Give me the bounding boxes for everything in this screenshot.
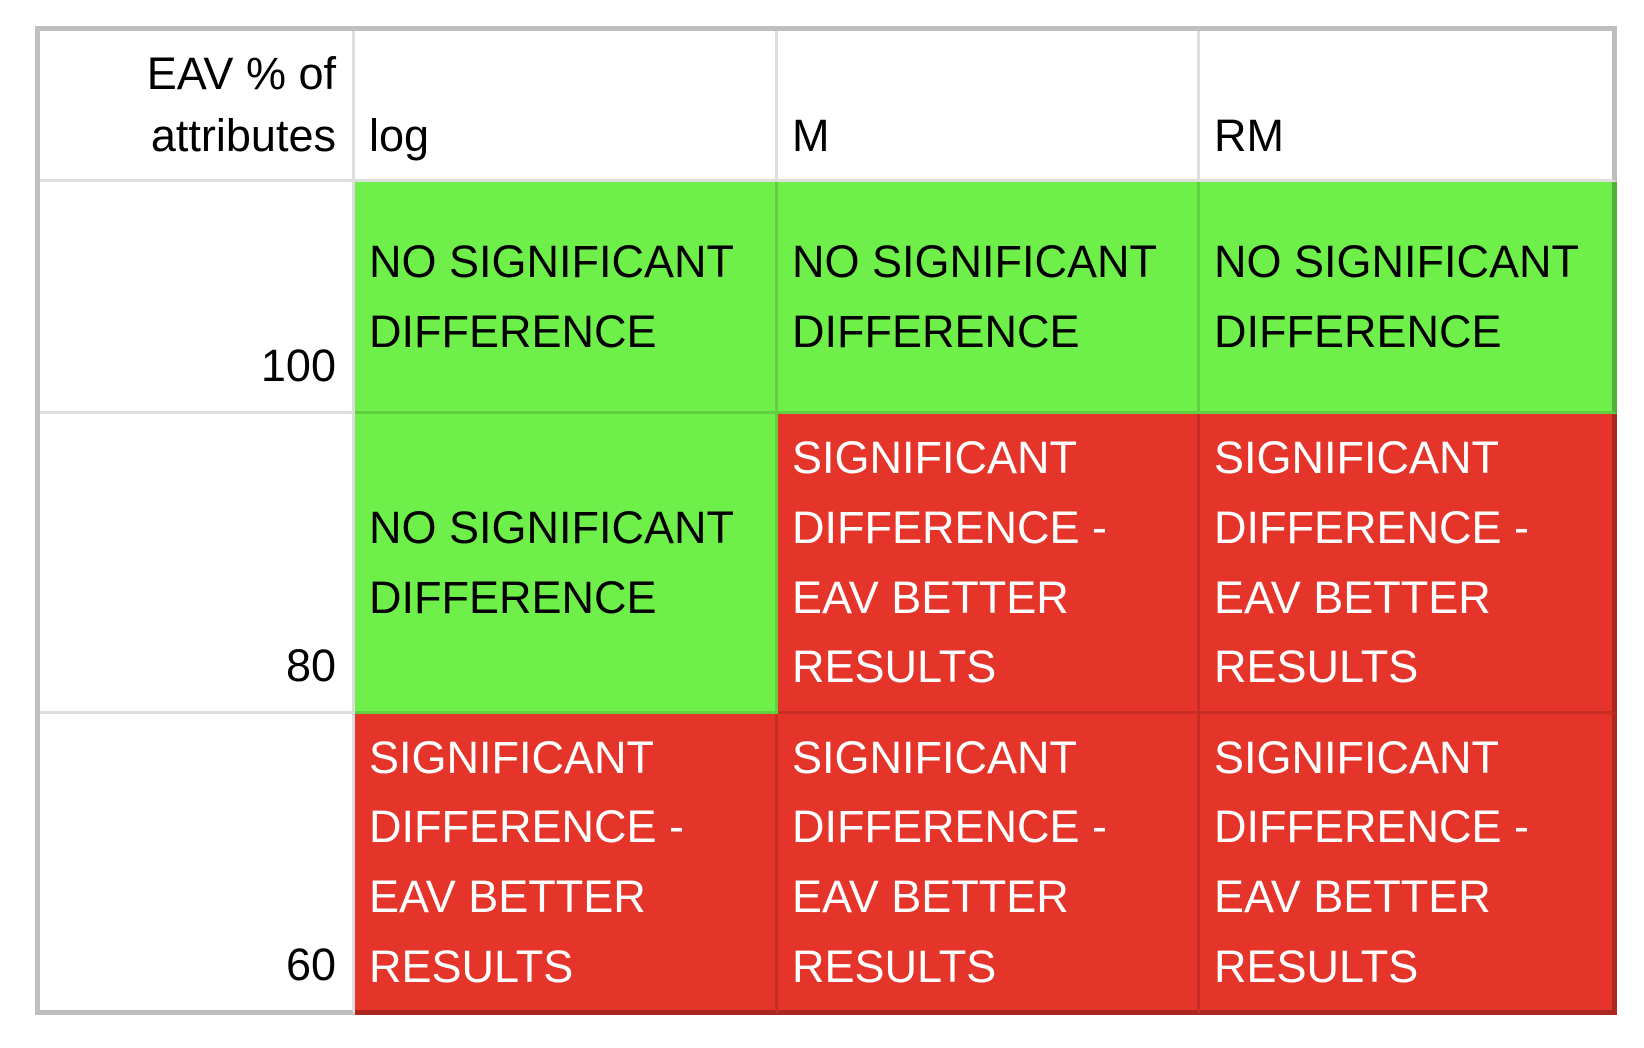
corner-header-label: EAV % of attributes bbox=[146, 47, 336, 161]
row-label-100-text: 100 bbox=[260, 339, 336, 391]
result-cell-100-m: NO SIGNIFICANT DIFFERENCE bbox=[778, 182, 1200, 414]
row-label-100: 100 bbox=[40, 182, 355, 414]
row-label-60-text: 60 bbox=[285, 938, 336, 990]
row-label-80: 80 bbox=[40, 414, 355, 714]
result-cell-60-m: SIGNIFICANT DIFFERENCE - EAV BETTER RESU… bbox=[778, 714, 1200, 1015]
result-cell-100-log: NO SIGNIFICANT DIFFERENCE bbox=[355, 182, 778, 414]
result-cell-80-log: NO SIGNIFICANT DIFFERENCE bbox=[355, 414, 778, 714]
significance-results-table: EAV % of attributes log M RM 100 NO SIGN… bbox=[35, 26, 1617, 1015]
result-cell-80-rm: SIGNIFICANT DIFFERENCE - EAV BETTER RESU… bbox=[1200, 414, 1617, 714]
column-header-rm: RM bbox=[1200, 31, 1617, 182]
column-header-m-label: M bbox=[792, 109, 830, 161]
result-cell-100-rm: NO SIGNIFICANT DIFFERENCE bbox=[1200, 182, 1617, 414]
result-cell-text: SIGNIFICANT DIFFERENCE - EAV BETTER RESU… bbox=[369, 731, 684, 992]
result-cell-60-log: SIGNIFICANT DIFFERENCE - EAV BETTER RESU… bbox=[355, 714, 778, 1015]
result-cell-text: NO SIGNIFICANT DIFFERENCE bbox=[1214, 235, 1579, 357]
result-cell-80-m: SIGNIFICANT DIFFERENCE - EAV BETTER RESU… bbox=[778, 414, 1200, 714]
result-cell-text: NO SIGNIFICANT DIFFERENCE bbox=[369, 235, 734, 357]
column-header-log: log bbox=[355, 31, 778, 182]
column-header-rm-label: RM bbox=[1214, 109, 1284, 161]
column-header-log-label: log bbox=[369, 109, 430, 161]
column-header-m: M bbox=[778, 31, 1200, 182]
result-cell-text: NO SIGNIFICANT DIFFERENCE bbox=[792, 235, 1157, 357]
result-cell-text: NO SIGNIFICANT DIFFERENCE bbox=[369, 501, 734, 623]
result-cell-text: SIGNIFICANT DIFFERENCE - EAV BETTER RESU… bbox=[1214, 432, 1529, 693]
row-label-80-text: 80 bbox=[285, 639, 336, 691]
result-cell-text: SIGNIFICANT DIFFERENCE - EAV BETTER RESU… bbox=[1214, 731, 1529, 992]
corner-header-eav-pct-of-attributes: EAV % of attributes bbox=[40, 31, 355, 182]
result-cell-text: SIGNIFICANT DIFFERENCE - EAV BETTER RESU… bbox=[792, 432, 1107, 693]
result-cell-text: SIGNIFICANT DIFFERENCE - EAV BETTER RESU… bbox=[792, 731, 1107, 992]
result-cell-60-rm: SIGNIFICANT DIFFERENCE - EAV BETTER RESU… bbox=[1200, 714, 1617, 1015]
row-label-60: 60 bbox=[40, 714, 355, 1015]
